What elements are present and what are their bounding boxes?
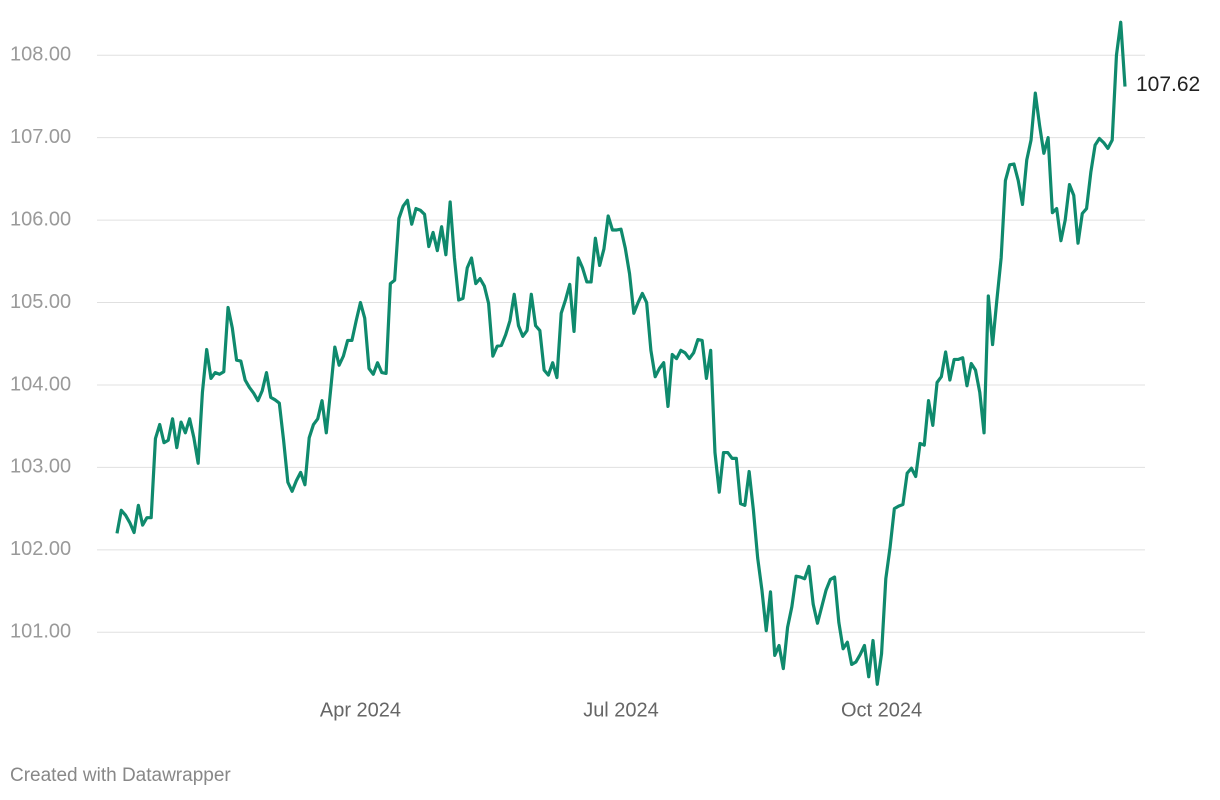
end-value-label: 107.62 [1136, 73, 1200, 96]
x-tick-label: Jul 2024 [583, 699, 659, 721]
x-tick-label: Apr 2024 [320, 699, 401, 721]
y-tick-label: 101.00 [10, 621, 71, 643]
x-tick-label: Oct 2024 [841, 699, 922, 721]
y-tick-label: 107.00 [10, 126, 71, 148]
y-tick-label: 102.00 [10, 538, 71, 560]
source-note: Created with Datawrapper [10, 765, 231, 786]
line [115, 20, 1127, 686]
y-tick-label: 105.00 [10, 291, 71, 313]
y-tick-label: 108.00 [10, 44, 71, 66]
y-tick-label: 106.00 [10, 208, 71, 230]
y-tick-label: 103.00 [10, 456, 71, 478]
y-tick-label: 104.00 [10, 373, 71, 395]
